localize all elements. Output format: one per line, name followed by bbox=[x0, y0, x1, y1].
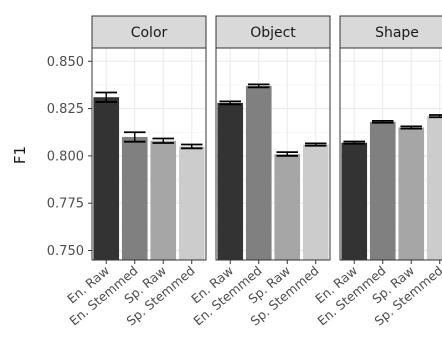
y-axis-ticks: 0.750 0.775 0.800 0.825 0.850 bbox=[47, 55, 92, 259]
panel-border bbox=[91, 47, 207, 261]
y-tick-label: 0.850 bbox=[47, 55, 84, 70]
facet-strip bbox=[215, 15, 331, 49]
bar bbox=[178, 146, 205, 260]
bar bbox=[245, 85, 272, 260]
y-tick-label: 0.825 bbox=[47, 102, 84, 117]
panel-border bbox=[215, 47, 331, 261]
bar bbox=[341, 142, 368, 260]
facet-strip-label: Shape bbox=[375, 25, 419, 41]
y-tick-label: 0.800 bbox=[47, 149, 84, 164]
y-tick-label: 0.775 bbox=[47, 197, 84, 212]
bar bbox=[369, 121, 396, 260]
bar bbox=[121, 136, 148, 260]
bar bbox=[274, 154, 301, 260]
bar bbox=[302, 144, 329, 260]
panel-border bbox=[339, 47, 442, 261]
bar bbox=[426, 116, 442, 261]
facet-strip bbox=[91, 15, 207, 49]
bar bbox=[150, 140, 177, 260]
bar bbox=[398, 127, 425, 260]
bar bbox=[93, 97, 120, 260]
y-tick-label: 0.750 bbox=[47, 244, 84, 259]
y-axis-title: F1 bbox=[11, 146, 29, 164]
bar bbox=[217, 102, 244, 261]
facet-strip-label: Object bbox=[250, 25, 296, 41]
facet-strip-label: Color bbox=[131, 25, 168, 41]
